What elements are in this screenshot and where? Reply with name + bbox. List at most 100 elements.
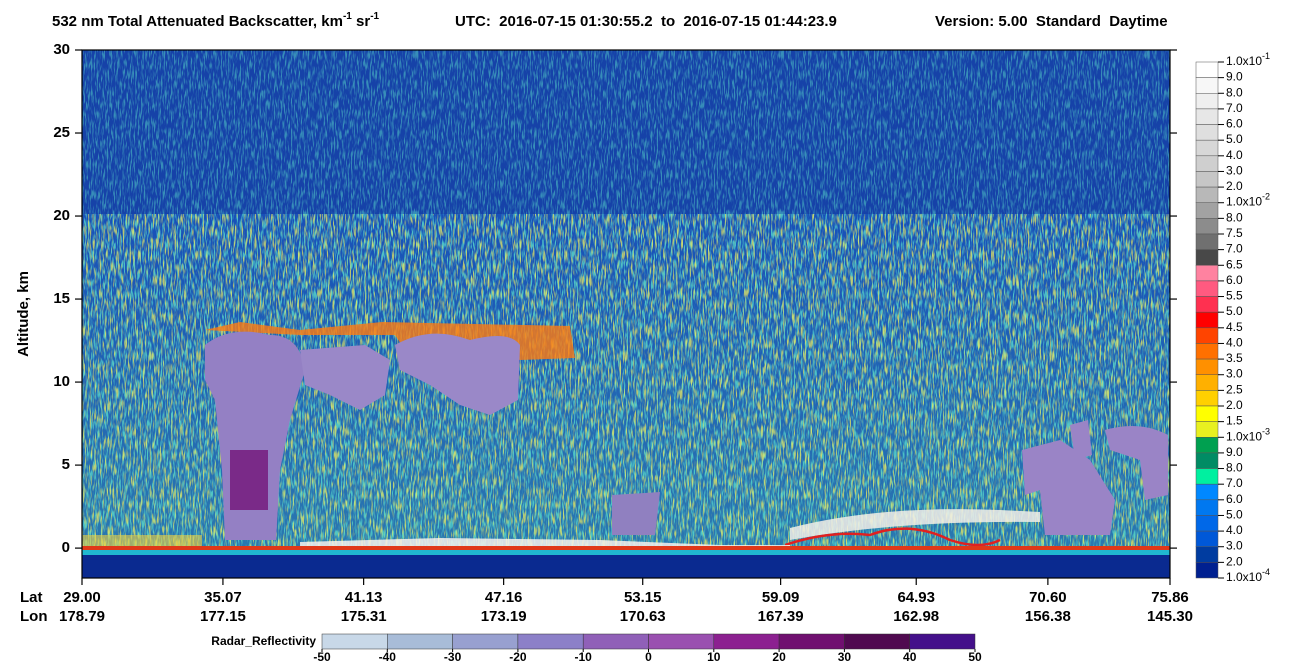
radar-label: Radar_Reflectivity <box>211 634 316 648</box>
x-tick-label: 59.09 <box>762 589 800 606</box>
colorbar-label-text: 1.0x10 <box>1226 570 1262 584</box>
y-tick-label: 0 <box>62 539 70 556</box>
lon-tick-label: 177.15 <box>200 608 246 625</box>
colorbar-label-text: 4.0 <box>1226 336 1243 350</box>
radar-box <box>517 633 584 650</box>
y-axis-label: Altitude, km <box>15 271 32 357</box>
colorbar-box <box>1195 186 1219 203</box>
colorbar-label-exp: -3 <box>1262 427 1270 437</box>
colorbar-label: 4.0 <box>1226 148 1243 162</box>
colorbar-label: 1.0x10-2 <box>1226 192 1270 209</box>
colorbar-label-text: 8.0 <box>1226 211 1243 225</box>
colorbar-label: 8.0 <box>1226 461 1243 475</box>
curtain-image <box>82 50 1170 578</box>
colorbar-box <box>1195 280 1219 297</box>
radar-box <box>648 633 715 650</box>
colorbar-box <box>1195 296 1219 313</box>
colorbar-box <box>1195 311 1219 329</box>
colorbar-box <box>1195 421 1219 438</box>
radar-tick-label: 10 <box>707 650 721 664</box>
lon-tick-label: 167.39 <box>758 608 804 625</box>
radar-box <box>844 633 910 650</box>
colorbar-label: 1.0x10-1 <box>1226 51 1270 68</box>
colorbar-box <box>1195 374 1219 391</box>
colorbar-label-text: 3.5 <box>1226 351 1243 365</box>
colorbar-box <box>1195 452 1219 469</box>
plot-frame <box>81 49 1171 579</box>
colorbar-label: 6.5 <box>1226 257 1243 271</box>
colorbar-label-text: 4.0 <box>1226 523 1243 537</box>
colorbar-label: 1.5 <box>1226 414 1243 428</box>
colorbar-box <box>1195 233 1219 250</box>
colorbar-label: 5.0 <box>1226 508 1243 522</box>
colorbar-label: 5.0 <box>1226 304 1243 318</box>
colorbar-label-exp: -4 <box>1262 567 1270 577</box>
colorbar-box <box>1195 249 1219 266</box>
colorbar-label: 3.5 <box>1226 351 1243 365</box>
colorbar-label-text: 6.0 <box>1226 117 1243 131</box>
radar-tick-label: -30 <box>444 650 462 664</box>
colorbar-label: 2.0 <box>1226 555 1243 569</box>
lat-label: Lat <box>20 589 43 606</box>
radar-tick-label: 30 <box>838 650 852 664</box>
colorbar-label-text: 9.0 <box>1226 70 1243 84</box>
colorbar-label: 4.0 <box>1226 336 1243 350</box>
radar-box <box>909 633 976 650</box>
colorbar-label: 2.0 <box>1226 398 1243 412</box>
colorbar-label-text: 5.0 <box>1226 508 1243 522</box>
colorbar-label-text: 4.5 <box>1226 320 1243 334</box>
x-tick-label: 75.86 <box>1151 589 1189 606</box>
x-tick-label: 70.60 <box>1029 589 1067 606</box>
lon-tick-label: 156.38 <box>1025 608 1071 625</box>
colorbar-label: 7.0 <box>1226 242 1243 256</box>
colorbar-label-text: 2.5 <box>1226 383 1243 397</box>
colorbar-label: 2.5 <box>1226 383 1243 397</box>
y-tick-label: 25 <box>53 124 70 141</box>
lon-tick-label: 178.79 <box>59 608 105 625</box>
colorbar-label: 3.0 <box>1226 164 1243 178</box>
colorbar-label: 3.0 <box>1226 367 1243 381</box>
x-tick-label: 35.07 <box>204 589 242 606</box>
colorbar-box <box>1195 405 1219 422</box>
radar-box <box>582 633 649 650</box>
colorbar-label-text: 1.0x10 <box>1226 429 1262 443</box>
colorbar-label-text: 8.0 <box>1226 461 1243 475</box>
lon-tick-label: 145.30 <box>1147 608 1193 625</box>
y-tick-label: 20 <box>53 207 70 224</box>
colorbar-label: 6.0 <box>1226 117 1243 131</box>
colorbar-label-text: 2.0 <box>1226 555 1243 569</box>
colorbar-label-text: 6.5 <box>1226 257 1243 271</box>
colorbar-box <box>1195 202 1219 219</box>
colorbar-box <box>1195 265 1219 282</box>
colorbar-box <box>1195 515 1219 532</box>
colorbar-label: 6.0 <box>1226 273 1243 287</box>
radar-box <box>778 633 845 650</box>
radar-tick-label: -50 <box>313 650 331 664</box>
radar-tick-label: -20 <box>509 650 527 664</box>
colorbar-label-text: 7.0 <box>1226 242 1243 256</box>
colorbar-box <box>1195 327 1219 344</box>
colorbar-label: 9.0 <box>1226 70 1243 84</box>
colorbar-box <box>1195 77 1219 94</box>
lon-tick-label: 170.63 <box>620 608 666 625</box>
colorbar-label: 8.0 <box>1226 211 1243 225</box>
colorbar-box <box>1195 139 1219 157</box>
y-tick-label: 10 <box>53 373 70 390</box>
lon-tick-label: 173.19 <box>481 608 527 625</box>
x-tick-label: 29.00 <box>63 589 101 606</box>
version: Version: 5.00 Standard Daytime <box>935 13 1168 30</box>
y-tick-label: 15 <box>53 290 70 307</box>
colorbar-label: 6.0 <box>1226 492 1243 506</box>
colorbar-label-text: 2.0 <box>1226 398 1243 412</box>
colorbar-label-text: 3.0 <box>1226 539 1243 553</box>
colorbar-label-text: 3.0 <box>1226 367 1243 381</box>
colorbar-box <box>1195 108 1219 125</box>
colorbar-label-exp: -2 <box>1262 192 1270 202</box>
colorbar-label-text: 1.5 <box>1226 414 1243 428</box>
lon-tick-label: 175.31 <box>341 608 387 625</box>
colorbar-box <box>1195 390 1219 407</box>
radar-tick-label: 40 <box>903 650 917 664</box>
radar-tick-label: -10 <box>575 650 593 664</box>
